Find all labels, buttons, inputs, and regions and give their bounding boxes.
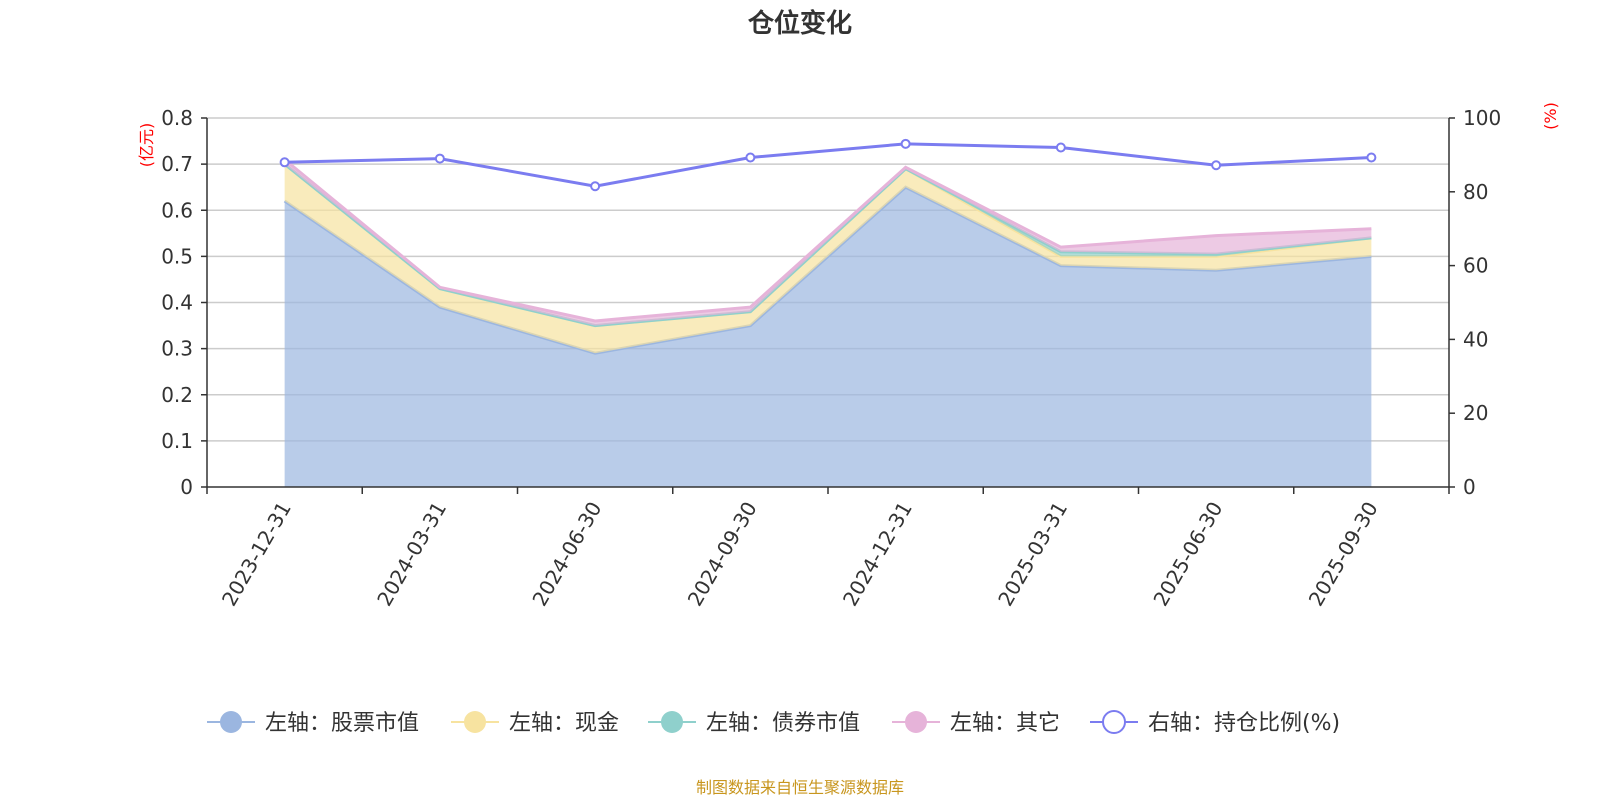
x-tick-label: 2024-12-31 <box>838 498 917 611</box>
ratio-point <box>590 181 601 192</box>
right-tick-label: 20 <box>1463 401 1488 425</box>
left-tick-label: 0.1 <box>161 429 193 453</box>
left-axis-unit: (亿元) <box>137 123 156 168</box>
legend-marker <box>661 711 683 733</box>
ratio-point <box>1211 160 1222 171</box>
stacked-areas <box>283 158 1372 487</box>
legend-item: 左轴：现金 <box>451 711 619 736</box>
x-tick-label: 2025-03-31 <box>993 498 1072 611</box>
legend-marker <box>905 711 927 733</box>
legend-item: 左轴：债券市值 <box>648 711 860 736</box>
x-tick-label: 2024-06-30 <box>527 498 606 611</box>
area-0 <box>284 187 1372 487</box>
legend-label: 左轴：现金 <box>509 711 619 736</box>
legend-marker <box>220 711 242 733</box>
x-tick-label: 2024-03-31 <box>372 498 451 611</box>
right-tick-label: 80 <box>1463 180 1488 204</box>
ratio-point <box>745 152 756 163</box>
legend: 左轴：股票市值 左轴：现金 左轴：债券市值 左轴：其它 右轴：持仓比例(%) <box>207 710 1340 736</box>
x-tick-label: 2025-09-30 <box>1304 498 1383 611</box>
x-tick-label: 2024-09-30 <box>683 498 762 611</box>
legend-marker <box>464 711 486 733</box>
right-tick-label: 40 <box>1463 327 1488 351</box>
x-tick-label: 2025-06-30 <box>1148 498 1227 611</box>
left-tick-label: 0.3 <box>161 337 193 361</box>
area-2-edge <box>283 162 1372 328</box>
area-3 <box>284 159 1372 326</box>
left-tick-label: 0.6 <box>161 198 193 222</box>
position-ratio-line <box>279 138 1377 192</box>
right-tick-label: 100 <box>1463 106 1501 130</box>
legend-label: 右轴：持仓比例(%) <box>1148 711 1340 736</box>
chart-title: 仓位变化 <box>747 8 852 39</box>
legend-item: 右轴：持仓比例(%) <box>1090 710 1340 736</box>
data-source-footer: 制图数据来自恒生聚源数据库 <box>696 778 904 797</box>
left-tick-label: 0.2 <box>161 383 193 407</box>
right-tick-label: 60 <box>1463 254 1488 278</box>
left-tick-label: 0.7 <box>161 152 193 176</box>
ratio-line <box>284 142 1372 188</box>
legend-item: 左轴：其它 <box>892 711 1060 736</box>
legend-label: 左轴：其它 <box>950 711 1060 736</box>
left-tick-label: 0.8 <box>161 106 193 130</box>
legend-marker <box>1102 710 1126 734</box>
ratio-point <box>900 138 911 149</box>
right-tick-label: 0 <box>1463 475 1476 499</box>
ratio-point <box>279 157 290 168</box>
area-3-edge <box>283 158 1372 323</box>
legend-label: 左轴：债券市值 <box>706 711 860 736</box>
legend-item: 左轴：股票市值 <box>207 711 419 736</box>
x-tick-label: 2023-12-31 <box>217 498 296 611</box>
left-tick-label: 0.5 <box>161 244 193 268</box>
legend-label: 左轴：股票市值 <box>265 711 419 736</box>
ratio-point <box>1366 152 1377 163</box>
left-tick-label: 0.4 <box>161 291 193 315</box>
left-tick-label: 0 <box>180 475 193 499</box>
ratio-point <box>434 153 445 164</box>
area-1 <box>284 164 1372 354</box>
ratio-point <box>1055 142 1066 153</box>
right-axis-unit: (%) <box>1541 102 1560 130</box>
